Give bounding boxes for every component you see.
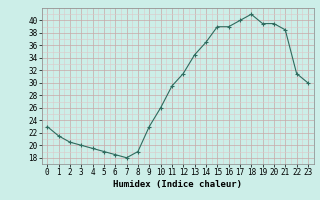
X-axis label: Humidex (Indice chaleur): Humidex (Indice chaleur): [113, 180, 242, 189]
